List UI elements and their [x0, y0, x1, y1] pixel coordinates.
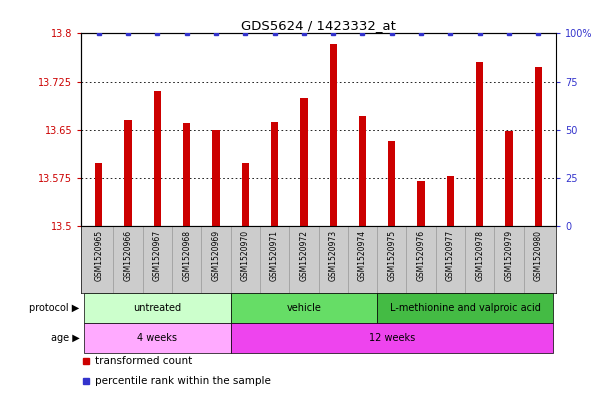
Text: GSM1520966: GSM1520966: [124, 230, 133, 281]
Bar: [183, 123, 191, 226]
Text: GSM1520977: GSM1520977: [446, 230, 455, 281]
Bar: [329, 44, 337, 226]
Bar: [535, 67, 542, 226]
Text: 12 weeks: 12 weeks: [368, 333, 415, 343]
Bar: [212, 130, 219, 226]
Text: GSM1520978: GSM1520978: [475, 230, 484, 281]
Text: vehicle: vehicle: [287, 303, 322, 313]
Text: GSM1520980: GSM1520980: [534, 230, 543, 281]
Text: untreated: untreated: [133, 303, 182, 313]
Bar: [388, 141, 395, 226]
Bar: [505, 131, 513, 226]
Text: GSM1520971: GSM1520971: [270, 230, 279, 281]
Bar: [84, 293, 231, 323]
Text: GSM1520976: GSM1520976: [416, 230, 426, 281]
Bar: [242, 163, 249, 226]
Bar: [84, 323, 231, 353]
Text: GSM1520967: GSM1520967: [153, 230, 162, 281]
Text: L-methionine and valproic acid: L-methionine and valproic acid: [389, 303, 540, 313]
Text: age ▶: age ▶: [51, 333, 80, 343]
Text: GSM1520969: GSM1520969: [212, 230, 221, 281]
Text: GSM1520972: GSM1520972: [299, 230, 308, 281]
Text: GSM1520970: GSM1520970: [241, 230, 250, 281]
Text: 4 weeks: 4 weeks: [138, 333, 177, 343]
Bar: [359, 116, 366, 226]
Bar: [154, 91, 161, 226]
Bar: [300, 98, 308, 226]
Bar: [231, 323, 553, 353]
Bar: [418, 181, 425, 226]
Bar: [476, 62, 483, 226]
Text: percentile rank within the sample: percentile rank within the sample: [96, 376, 271, 386]
Text: protocol ▶: protocol ▶: [29, 303, 80, 313]
Bar: [95, 163, 102, 226]
Title: GDS5624 / 1423332_at: GDS5624 / 1423332_at: [241, 19, 396, 32]
Bar: [124, 120, 132, 226]
Bar: [271, 122, 278, 226]
Text: GSM1520975: GSM1520975: [387, 230, 396, 281]
Text: transformed count: transformed count: [96, 356, 193, 366]
Text: GSM1520979: GSM1520979: [504, 230, 513, 281]
Text: GSM1520973: GSM1520973: [329, 230, 338, 281]
Bar: [447, 176, 454, 226]
Text: GSM1520968: GSM1520968: [182, 230, 191, 281]
Text: GSM1520965: GSM1520965: [94, 230, 103, 281]
Bar: [377, 293, 553, 323]
Text: GSM1520974: GSM1520974: [358, 230, 367, 281]
Bar: [231, 293, 377, 323]
